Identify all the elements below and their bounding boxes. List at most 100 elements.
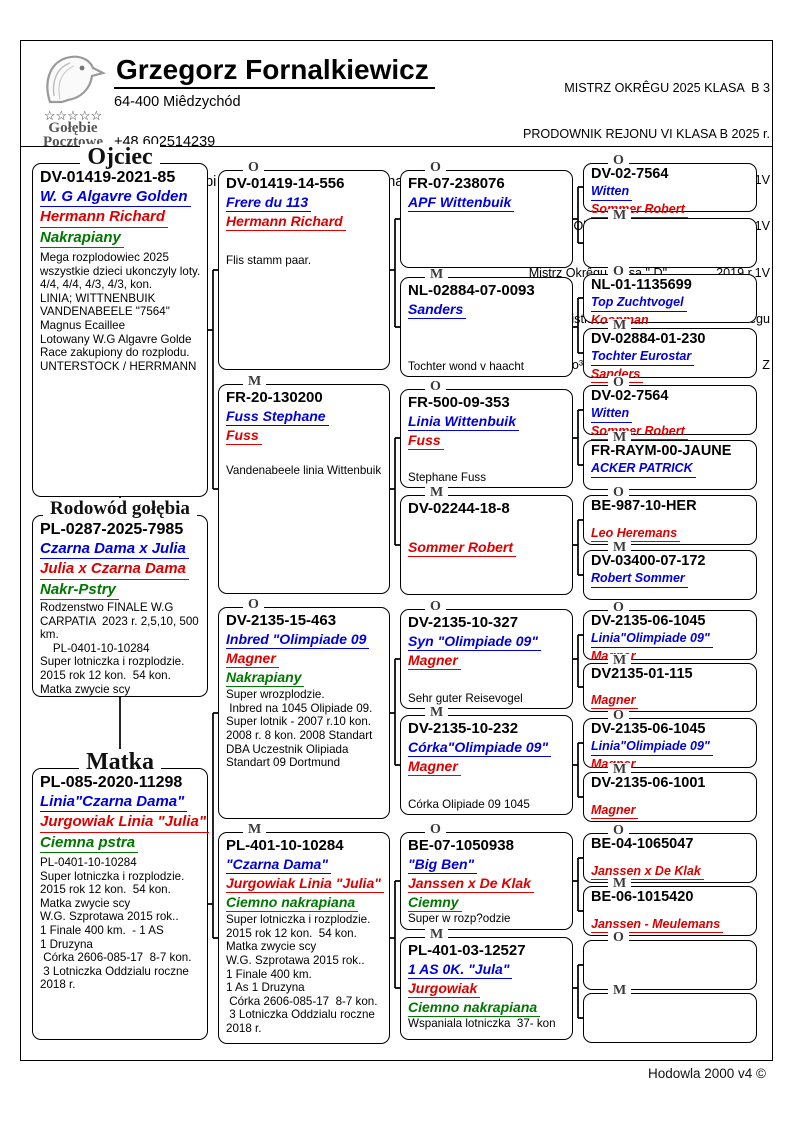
ring-number: BE-987-10-HER [591, 498, 697, 514]
pigeon-name-line: Sanders [408, 301, 467, 320]
sex-marker: O [608, 601, 629, 615]
notes: Córka Olipiade 09 1045 [408, 798, 530, 812]
ring-number: DV-2135-06-1045 [591, 721, 706, 737]
strain-line: Fuss [226, 427, 262, 446]
achievement-line: MISTRZ OKRÊGU 2025 KLASA B 3 [564, 80, 770, 95]
sex-marker: O [243, 598, 264, 612]
ring-number: DV-02244-18-8 [408, 500, 510, 517]
sex-marker: O [608, 931, 629, 945]
pedigree-box-gg-grandparent: O BE-987-10-HER Leo Heremans [583, 486, 757, 545]
color-line: Nakr-Pstry [40, 581, 119, 601]
ring-number: PL-401-03-12527 [408, 942, 526, 959]
pedigree-box-great-grandparent: M PL-401-03-12527 1 AS 0K. "Jula" Jurgow… [400, 928, 573, 1040]
pigeon-name-line: Linia Wittenbuik [408, 413, 519, 432]
pedigree-box-grandparent: O DV-2135-15-463 Inbred "Olimpiade 09 Ma… [218, 598, 390, 819]
sex-marker: M [243, 823, 267, 837]
color-line: Ciemno nakrapiana [408, 999, 541, 1018]
logo-text-line1: Gołębie [48, 120, 98, 136]
strain-line: Fuss [408, 432, 444, 451]
ring-number: DV-2135-15-463 [226, 612, 337, 629]
pedigree-box-great-grandparent: O DV-2135-10-327 Syn "Olimpiade 09" Magn… [400, 600, 573, 709]
breeder-name: Grzegorz Fornalkiewicz [114, 54, 435, 89]
color-line: Nakrapiany [40, 229, 124, 249]
strain-line: Jurgowiak Linia "Julia" [226, 875, 384, 894]
ring-number: DV-02884-01-230 [591, 331, 706, 347]
father-legend: Ojciec [33, 144, 207, 170]
sex-marker: M [608, 319, 632, 333]
pedigree-box-gg-grandparent: O DV-02-7564 Witten Sommer Robert [583, 376, 757, 440]
ring-number: BE-04-1065047 [591, 836, 694, 852]
strain-line: Jurgowiak Linia "Julia" [40, 813, 209, 833]
mother-legend: Matka [33, 749, 207, 775]
software-credit: Hodowla 2000 v4 © [647, 1066, 766, 1081]
strain-line: Sommer Robert [591, 202, 688, 218]
pigeon-name-line: Córka"Olimpiade 09" [408, 739, 552, 758]
notes: Super w rozp?odzie [408, 912, 511, 926]
ring-number: PL-085-2020-11298 [40, 774, 183, 791]
notes: Stephane Fuss [408, 471, 486, 485]
sex-marker: O [608, 824, 629, 838]
pedigree-box-subject: Rodowód gołębia PL-0287-2025-7985 Czarna… [32, 498, 208, 697]
notes: Super lotniczka i rozplodzie. 2015 rok 1… [226, 913, 378, 1035]
ring-number: NL-02884-07-0093 [408, 282, 535, 299]
strain-line: Hermann Richard [226, 213, 346, 232]
pedigree-box-gg-grandparent: O [583, 931, 757, 990]
strain-line: Magner [591, 693, 639, 709]
notes: Flis stamm paar. [226, 254, 312, 268]
pedigree-box-grandparent: M PL-401-10-10284 "Czarna Dama" Jurgowia… [218, 823, 390, 1044]
pedigree-box-gg-grandparent: O DV-2135-06-1045 Linia"Olimpiade 09" Ma… [583, 601, 757, 665]
sex-marker: O [425, 380, 446, 394]
ring-number: DV-01419-2021-85 [40, 169, 176, 186]
header-separator [20, 146, 773, 147]
ring-number: DV-03400-07-172 [591, 553, 706, 569]
sex-marker: M [608, 984, 632, 998]
pedigree-box-gg-grandparent: O NL-01-1135699 Top Zuchtvogel Koopman [583, 265, 757, 329]
sex-marker: M [608, 431, 632, 445]
strain-line: Sommer Robert [591, 424, 688, 440]
pedigree-box-gg-grandparent: O DV-02-7564 Witten Sommer Robert [583, 154, 757, 218]
subject-legend: Rodowód gołębia [33, 498, 207, 519]
notes: Super wrozplodzie. Inbred na 1045 Olipia… [226, 688, 373, 770]
sex-marker: M [608, 541, 632, 555]
pedigree-box-gg-grandparent: M DV-2135-06-1001 Magner [583, 763, 757, 822]
sex-marker: O [425, 823, 446, 837]
ring-number: DV-2135-10-327 [408, 614, 519, 631]
pedigree-box-great-grandparent: M DV-02244-18-8 Sommer Robert [400, 486, 573, 595]
pigeon-name-line: Inbred "Olimpiade 09 [226, 631, 370, 650]
pigeon-name-line: Syn "Olimpiade 09" [408, 633, 541, 652]
breeder-address: 64-400 Miêdzychód [114, 94, 241, 110]
pedigree-box-great-grandparent: O FR-500-09-353 Linia Wittenbuik Fuss St… [400, 380, 573, 488]
notes: Wspaniala lotniczka 37- kon [408, 1017, 556, 1031]
pigeon-name-line: APF Wittenbuik [408, 194, 515, 213]
ring-number: PL-0287-2025-7985 [40, 521, 184, 538]
sex-marker: M [425, 268, 449, 282]
pigeon-name-line: Linia"Czarna Dama" [40, 793, 188, 813]
achievement-line: PRODOWNIK REJONU VI KLASA B 2025 r. [522, 127, 770, 142]
pedigree-box-great-grandparent: M DV-2135-10-232 Córka"Olimpiade 09" Mag… [400, 706, 573, 815]
page-border [20, 40, 773, 1061]
pigeon-name-line: Top Zuchtvogel [591, 295, 687, 312]
pigeon-name-line: 1 AS 0K. "Jula" [408, 961, 513, 980]
color-line: Ciemno nakrapiana [226, 894, 359, 913]
strain-line: Magner [226, 650, 279, 669]
pigeon-name-line: Linia"Olimpiade 09" [591, 739, 713, 756]
ring-number: FR-20-130200 [226, 389, 323, 406]
pigeon-name-line: Witten [591, 406, 633, 423]
sex-marker: O [425, 600, 446, 614]
ring-number: PL-401-10-10284 [226, 837, 344, 854]
pedigree-box-gg-grandparent: M DV2135-01-115 Magner [583, 654, 757, 712]
sex-marker: O [243, 161, 264, 175]
logo-stars: ☆☆☆☆☆ [43, 108, 103, 123]
strain-line: Janssen - Meulemans [591, 917, 724, 933]
pedigree-box-grandparent: M FR-20-130200 Fuss Stephane Fuss Vanden… [218, 375, 390, 594]
sex-marker: M [608, 763, 632, 777]
pedigree-box-gg-grandparent: O DV-2135-06-1045 Linia"Olimpiade 09" Ma… [583, 709, 757, 773]
pigeon-name-line: W. G Algavre Golden [40, 188, 191, 208]
sex-marker: M [243, 375, 267, 389]
pigeon-name-line: Frere du 113 [226, 194, 312, 213]
pedigree-box-gg-grandparent: M [583, 984, 757, 1043]
pigeon-name-line: Fuss Stephane [226, 408, 329, 427]
pigeon-name-line: Czarna Dama x Julia [40, 540, 189, 560]
pedigree-box-great-grandparent: O FR-07-238076 APF Wittenbuik [400, 161, 573, 268]
notes: Tochter wond v haacht [408, 360, 525, 374]
